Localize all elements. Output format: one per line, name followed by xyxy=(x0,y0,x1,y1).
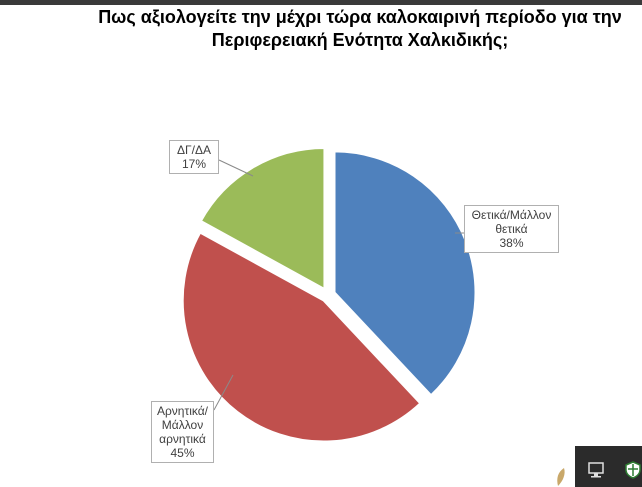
chart-title: Πως αξιολογείτε την μέχρι τώρα καλοκαιρι… xyxy=(40,6,642,52)
slice-label-positive: Θετικά/Μάλλον θετικά 38% xyxy=(464,205,559,253)
pie-slice-dk-na xyxy=(199,146,326,291)
slice-label-dk-na: ΔΓ/ΔΑ 17% xyxy=(169,140,219,174)
shield-icon[interactable] xyxy=(623,460,642,480)
pie-slice-negative xyxy=(181,231,422,443)
chart-title-line-1: Πως αξιολογείτε την μέχρι τώρα καλοκαιρι… xyxy=(98,7,622,27)
leaf-icon xyxy=(557,468,565,486)
system-tray xyxy=(575,446,642,487)
leader-line xyxy=(213,374,234,411)
slice-label-negative: Αρνητικά/ Μάλλον αρνητικά 45% xyxy=(151,401,214,463)
window-top-bar xyxy=(0,0,642,5)
monitor-icon[interactable] xyxy=(587,460,607,480)
chart-title-line-2: Περιφερειακή Ενότητα Χαλκιδικής; xyxy=(211,30,509,50)
leader-line xyxy=(218,159,254,177)
